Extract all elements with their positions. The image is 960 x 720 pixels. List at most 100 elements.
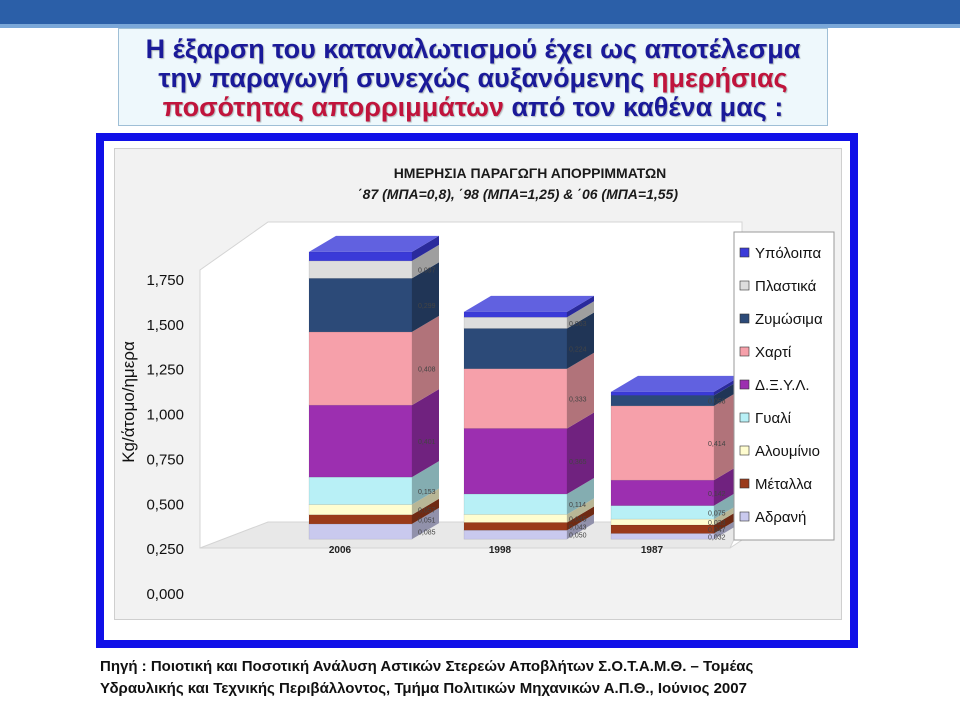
bar-segment-side [412,235,439,261]
bar-segment [308,331,413,406]
legend: Υπόλοιπα Πλαστικά Ζυμώσιμα Χαρτί Δ.Ξ.Υ.Λ. Γυα… [733,231,835,541]
bars-group: 0,085 0,051 0,057 0,153 0,401 0,408 0,299 0,097… [308,235,741,541]
legend-entry-label: Ζυμώσιμα [755,311,823,328]
legend-entry-label: Αδρανή [755,509,806,526]
title-line-3-text: από τον καθένα μας : [503,92,784,122]
y-tick-label: 0,250 [146,541,184,558]
data-label: 0,153 [418,489,436,496]
category-labels: 2006 1998 1987 [329,545,664,556]
data-label: 0,114 [569,502,586,509]
legend-entry-label: Μέταλλα [755,476,812,493]
y-tick-label: 1,250 [146,362,184,379]
legend-entry-label: Δ.Ξ.Υ.Λ. [755,377,810,394]
bar-segment [610,395,715,407]
legend-entry-label: Πλαστικά [755,278,817,295]
data-label: 0,058 [708,399,726,406]
bar-segment [610,391,715,396]
data-label: 0,033 [708,520,726,527]
legend-swatch [739,313,750,324]
bar-segment-side [567,412,594,494]
y-tick-label: 0,500 [146,496,184,513]
legend-swatch [739,478,750,489]
bar-segment [463,529,568,540]
data-label: 0,075 [708,510,726,517]
bar-segment-side [412,461,439,505]
bar-segment-side [412,389,439,478]
title-line-2-highlight: ημερήσιας [651,63,788,93]
y-axis-ticks: 0,000 0,250 0,500 0,750 1,000 1,250 1,500 1,750 [146,272,184,603]
legend-box [733,231,835,541]
category-label-1987: 1987 [641,545,664,556]
legend-swatch [739,379,750,390]
bar-segment [463,368,568,429]
y-tick-label: 1,000 [146,407,184,424]
legend-entry-label: Χαρτί [755,344,792,361]
bar-segment-side [567,514,594,540]
data-label: 0,085 [418,530,436,537]
bar-segment [308,514,413,525]
title-line-3-highlight: ποσότητας απορριμμάτων [162,92,504,122]
bar-segment [308,404,413,478]
bar-segment [463,493,568,515]
data-label: 0,365 [569,459,587,466]
bar-segment-side [412,488,439,515]
chart-subtitle: ΄87 (ΜΠΑ=0,8), ΄98 (ΜΠΑ=1,25) & ΄06 (ΜΠΑ… [358,186,678,202]
title-line-2-text: την παραγωγή συνεχώς αυξανόμενης [158,63,652,93]
data-label: 0,063 [569,321,587,328]
data-label: 0,045 [569,516,587,523]
bar-segment [308,278,413,333]
source-line-2: Υδραυλικής και Τεχνικής Περιβάλλοντος, Τ… [100,680,747,697]
top-decoration-bar [0,0,960,24]
data-label: 0,414 [708,441,726,448]
bar-segment-side [567,506,594,531]
bar-segment-side [567,477,594,515]
bar-top-face [309,235,439,252]
data-label: 0,224 [569,347,587,354]
bar-segment [463,428,568,495]
bar-segment-side [567,352,594,429]
bar-segment [308,476,413,505]
bar-segment-side [567,301,594,329]
bar-segment [610,505,715,520]
bar-segment [308,504,413,516]
bar-segment-side [567,498,594,523]
bar-segment-side [567,312,594,369]
bar-segment-side [412,507,439,540]
legend-swatch [739,445,750,456]
bar-segment [463,522,568,531]
source-note: Πηγή : Ποιοτική και Ποσοτική Ανάλυση Αστ… [100,656,880,700]
bar-segment-side [567,295,594,318]
bar-segment [610,518,715,526]
data-label: 0,142 [708,491,726,498]
data-label: 0,333 [569,397,587,404]
legend-swatch [739,247,750,258]
bar-stack-2006: 0,085 0,051 0,057 0,153 0,401 0,408 0,299 0,097 [308,235,439,540]
bar-segment-side [412,244,439,279]
legend-swatch [739,511,750,522]
top-decoration-accent [0,24,960,28]
bar-segment-side [412,315,439,406]
y-tick-label: 0,000 [146,586,184,603]
bar-segment [610,524,715,534]
legend-entry-label: Γυαλί [755,410,792,427]
data-label: 0,097 [418,268,436,275]
y-axis-label: Kg/άτομο/ημερα [119,341,138,463]
data-label: 0,299 [418,303,436,310]
chart-title: ΗΜΕΡΗΣΙΑ ΠΑΡΑΓΩΓΗ ΑΠΟΡΡΙΜΜΑΤΩΝ [394,165,667,181]
y-tick-label: 1,750 [146,272,184,289]
data-label: 0,043 [569,524,587,531]
data-label: 0,401 [418,439,436,446]
bar-segment [610,405,715,481]
bar-segment [463,311,568,318]
slide-title: Η έξαρση του καταναλωτισμού έχει ως αποτ… [118,28,828,126]
category-label-2006: 2006 [329,545,352,556]
data-label: 0,047 [708,527,726,534]
data-label: 0,057 [418,508,436,515]
bar-top-face [611,375,741,392]
legend-swatch [739,280,750,291]
bar-segment [610,533,715,540]
bar-segment [463,514,568,523]
